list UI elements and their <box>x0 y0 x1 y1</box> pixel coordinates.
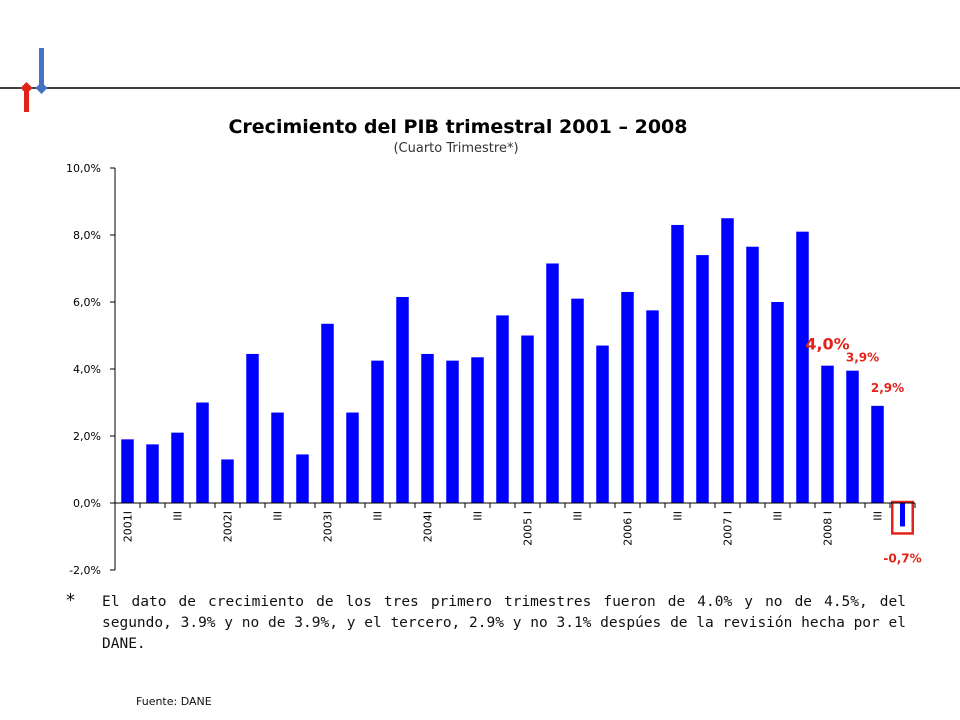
x-tick-label: 2001I <box>122 511 135 542</box>
bar <box>221 459 234 503</box>
y-tick-label: 6,0% <box>73 296 101 309</box>
x-tick-label: III <box>472 511 485 521</box>
x-tick-label: III <box>872 511 885 521</box>
bar <box>746 246 759 503</box>
x-tick-label: III <box>672 511 685 521</box>
footnote-text: El dato de crecimiento de los tres prime… <box>102 594 906 652</box>
source-note: Fuente: DANE <box>136 695 212 708</box>
x-tick-label: 2008 I <box>822 511 835 546</box>
chart-title: Crecimiento del PIB trimestral 2001 – 20… <box>228 116 687 138</box>
bar <box>196 402 209 503</box>
bar <box>546 263 559 503</box>
bar <box>696 255 709 503</box>
bar <box>646 310 659 503</box>
bar <box>421 353 434 503</box>
logo-blue-diamond <box>35 82 48 94</box>
chart-area: Crecimiento del PIB trimestral 2001 – 20… <box>66 116 922 577</box>
x-tick-label: 2003I <box>322 511 335 542</box>
x-tick-label: 2004I <box>422 511 435 542</box>
bar <box>371 360 384 503</box>
bar <box>900 503 905 527</box>
y-tick-label: -2,0% <box>69 564 101 577</box>
x-tick-label: III <box>572 511 585 521</box>
highlight-frame <box>891 500 914 535</box>
bar <box>846 370 859 503</box>
y-tick-label: 8,0% <box>73 229 101 242</box>
footnote-marker: * <box>66 590 75 611</box>
data-label: -0,7% <box>883 551 921 565</box>
bar <box>146 444 159 503</box>
logo-icon <box>0 48 960 112</box>
bar <box>171 432 184 503</box>
x-tick-label: III <box>372 511 385 521</box>
x-tick-label: 2005 I <box>522 511 535 546</box>
x-axis: 2001I III 2002I III 2003I III 2004I III 2005 I II… <box>114 502 916 546</box>
bar <box>496 315 509 503</box>
bar <box>771 302 784 503</box>
x-tick-label: III <box>272 511 285 521</box>
bar <box>396 296 409 503</box>
x-tick-label: III <box>172 511 185 521</box>
bar <box>271 412 284 503</box>
data-label: 4,0% <box>805 335 849 354</box>
footnote: * El dato de crecimiento de los tres pri… <box>66 590 906 655</box>
y-tick-label: 4,0% <box>73 363 101 376</box>
bar <box>321 323 334 503</box>
bar <box>871 405 884 503</box>
bar <box>796 231 809 503</box>
bar <box>346 412 359 503</box>
bar <box>721 218 734 503</box>
data-label: 3,9% <box>846 351 879 365</box>
x-tick-label: 2007 I <box>722 511 735 546</box>
chart-subtitle: (Cuarto Trimestre*) <box>393 141 518 156</box>
bar <box>471 357 484 503</box>
logo-red-diamond <box>20 82 33 94</box>
y-axis: -2,0% 0,0% 2,0% 4,0% 6,0% 8,0% 10,0% <box>66 162 116 577</box>
logo-red-bar <box>24 88 29 112</box>
x-tick-label: 2002I <box>222 511 235 542</box>
bar <box>296 454 309 503</box>
y-tick-label: 10,0% <box>66 162 101 175</box>
bar <box>246 353 259 503</box>
annotations-group: 4,0%3,9% 2,9% -0,7% <box>805 335 921 566</box>
bar <box>821 365 834 503</box>
bar <box>596 345 609 503</box>
bar <box>621 291 634 503</box>
y-tick-label: 0,0% <box>73 497 101 510</box>
x-tick-label: 2006 I <box>622 511 635 546</box>
bar <box>446 360 459 503</box>
bar <box>671 224 684 503</box>
logo-blue-bar <box>39 48 44 88</box>
x-tick-label: III <box>772 511 785 521</box>
bar <box>521 335 534 503</box>
bar <box>571 298 584 503</box>
y-tick-label: 2,0% <box>73 430 101 443</box>
bars-group <box>121 218 914 535</box>
bar <box>121 439 134 503</box>
data-label: 2,9% <box>871 381 904 395</box>
